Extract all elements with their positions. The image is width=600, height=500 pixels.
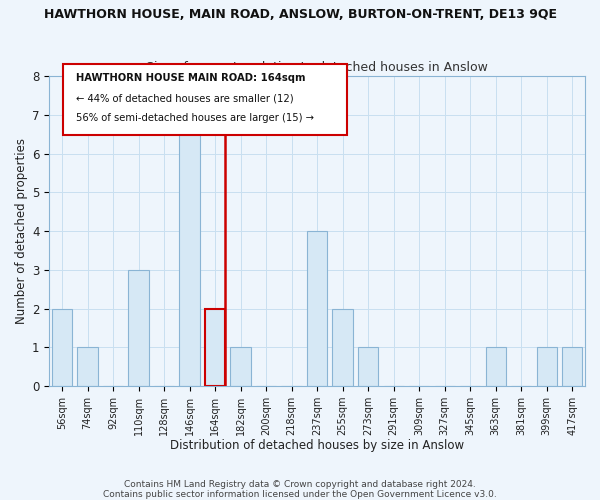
Text: Contains HM Land Registry data © Crown copyright and database right 2024.: Contains HM Land Registry data © Crown c… bbox=[124, 480, 476, 489]
Text: HAWTHORN HOUSE MAIN ROAD: 164sqm: HAWTHORN HOUSE MAIN ROAD: 164sqm bbox=[76, 73, 305, 83]
Bar bbox=[52, 308, 73, 386]
Title: Size of property relative to detached houses in Anslow: Size of property relative to detached ho… bbox=[146, 60, 488, 74]
Bar bbox=[77, 348, 98, 386]
Text: HAWTHORN HOUSE, MAIN ROAD, ANSLOW, BURTON-ON-TRENT, DE13 9QE: HAWTHORN HOUSE, MAIN ROAD, ANSLOW, BURTO… bbox=[44, 8, 557, 20]
Bar bbox=[536, 348, 557, 386]
Bar bbox=[562, 348, 583, 386]
Bar bbox=[332, 308, 353, 386]
Bar bbox=[128, 270, 149, 386]
Text: 56% of semi-detached houses are larger (15) →: 56% of semi-detached houses are larger (… bbox=[76, 114, 314, 124]
Bar bbox=[485, 348, 506, 386]
Bar bbox=[179, 115, 200, 386]
X-axis label: Distribution of detached houses by size in Anslow: Distribution of detached houses by size … bbox=[170, 440, 464, 452]
FancyBboxPatch shape bbox=[63, 64, 347, 135]
Text: Contains public sector information licensed under the Open Government Licence v3: Contains public sector information licen… bbox=[103, 490, 497, 499]
Bar bbox=[358, 348, 379, 386]
Bar bbox=[307, 231, 328, 386]
Text: ← 44% of detached houses are smaller (12): ← 44% of detached houses are smaller (12… bbox=[76, 93, 294, 103]
Bar bbox=[230, 348, 251, 386]
Y-axis label: Number of detached properties: Number of detached properties bbox=[15, 138, 28, 324]
Bar bbox=[205, 308, 226, 386]
